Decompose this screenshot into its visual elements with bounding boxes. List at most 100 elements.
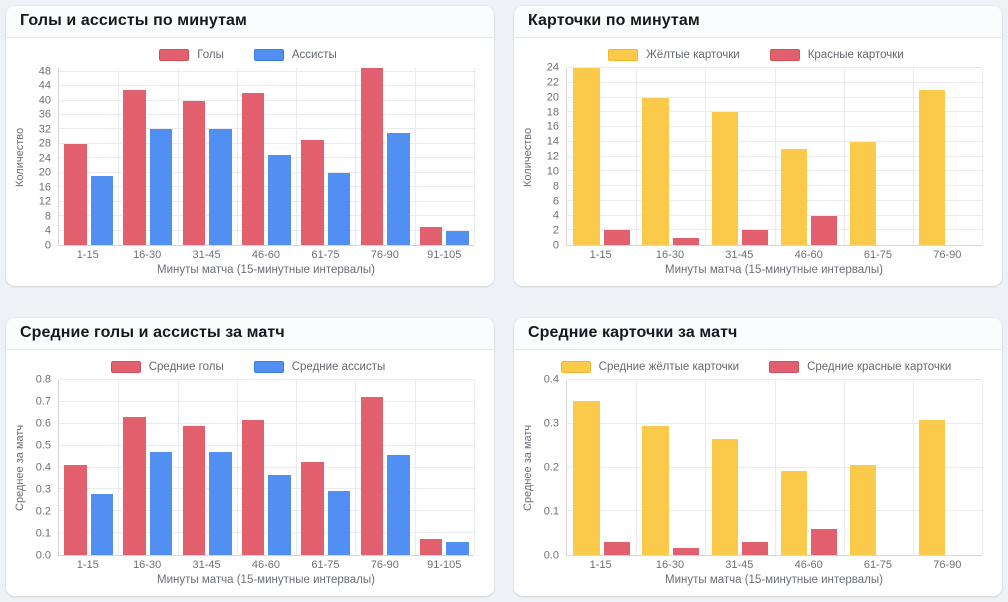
y-tick-label: 4 (44, 224, 51, 237)
bar-group (296, 380, 355, 555)
legend-item[interactable]: Ассисты (253, 49, 337, 61)
h-gridline (59, 99, 474, 101)
v-gridline (982, 380, 983, 555)
bar-group (178, 68, 237, 245)
chart-legend: Жёлтые карточки Красные карточки (520, 42, 992, 68)
v-gridline (355, 380, 357, 555)
bar-Средние жёлтые карточки (780, 471, 808, 555)
x-axis-ticks: 1-15 16-30 31-45 46-60 61-75 76-90 91-105 (58, 246, 474, 264)
bar-Средние голы (64, 464, 87, 555)
average-goals-assists-chart: Средние голы Средние ассисты Среднее за ма… (12, 354, 484, 590)
v-gridline (474, 68, 475, 245)
bar-Красные карточки (811, 215, 838, 245)
x-tick-label: 61-75 (311, 559, 340, 571)
v-gridline (177, 380, 179, 555)
plot-area (58, 68, 475, 246)
legend-label: Жёлтые карточки (646, 49, 740, 61)
x-tick-label: 1-15 (76, 559, 99, 571)
goals-assists-by-minutes-chart: Голы Ассисты Количество 0 4 8 12 16 20 24 28 32 36 40… (12, 42, 484, 280)
y-tick-label: 0.2 (35, 505, 51, 518)
y-axis-ticks: 0.0 0.1 0.2 0.3 0.4 0.5 0.6 0.7 0.8 (28, 374, 58, 561)
x-tick-label: 1-15 (589, 559, 612, 571)
x-tick-label: 31-45 (192, 559, 221, 571)
y-tick-label: 20 (546, 91, 559, 104)
bar-group (178, 380, 237, 555)
y-axis-title: Количество (522, 127, 534, 187)
legend-item[interactable]: Средние жёлтые карточки (560, 361, 739, 373)
legend-swatch-icon (159, 49, 190, 61)
legend-item[interactable]: Жёлтые карточки (608, 49, 740, 61)
x-tick-label: 76-90 (370, 559, 399, 571)
legend-item[interactable]: Средние красные карточки (769, 361, 951, 373)
h-gridline (59, 186, 474, 188)
bar-Средние жёлтые карточки (642, 426, 669, 555)
bar-group (237, 380, 296, 555)
h-gridline (59, 171, 474, 173)
h-gridline (59, 200, 474, 202)
x-tick-label: 46-60 (794, 249, 823, 261)
bar-group (355, 380, 414, 555)
y-tick-label: 0.1 (35, 527, 51, 540)
bar-group (118, 68, 177, 245)
v-gridline (236, 380, 238, 555)
v-gridline (843, 380, 845, 555)
x-tick-label: 61-75 (863, 559, 893, 571)
bar-Ассисты (209, 129, 232, 245)
bar-group (636, 68, 705, 245)
y-axis-title: Среднее за матч (14, 424, 26, 512)
bar-group (415, 68, 474, 245)
bar-Средние жёлтые карточки (573, 400, 600, 555)
x-tick-label: 76-90 (933, 559, 962, 571)
x-tick-label: 1-15 (76, 249, 99, 261)
h-gridline (59, 113, 474, 115)
bar-Жёлтые карточки (780, 149, 808, 245)
x-tick-label: 76-90 (933, 249, 962, 261)
x-tick-label: 31-45 (192, 249, 221, 261)
bar-Голы (419, 226, 443, 245)
h-gridline (59, 444, 474, 446)
average-cards-chart: Средние жёлтые карточки Средние красные к… (520, 354, 992, 590)
bar-Средние красные карточки (741, 542, 769, 555)
bar-group (567, 68, 636, 245)
bar-Средние жёлтые карточки (711, 439, 738, 555)
bar-group (913, 380, 982, 555)
h-gridline (59, 157, 474, 159)
x-tick-label: 91-105 (427, 559, 462, 571)
y-tick-label: 20 (38, 166, 51, 179)
legend-swatch-icon (769, 49, 800, 61)
h-gridline (59, 229, 474, 231)
y-tick-label: 32 (38, 123, 51, 136)
legend-item[interactable]: Средние ассисты (253, 361, 385, 373)
bar-Средние голы (241, 419, 265, 555)
y-tick-label: 0.7 (35, 395, 51, 408)
bar-Голы (241, 93, 265, 245)
x-tick-label: 16-30 (655, 559, 685, 571)
bar-Средние голы (419, 538, 443, 555)
h-gridline (59, 488, 474, 490)
bar-Средние красные карточки (811, 529, 838, 555)
bar-Ассисты (446, 230, 469, 245)
x-tick-label: 91-105 (427, 249, 462, 261)
legend-label: Средние голы (148, 361, 224, 373)
v-gridline (414, 68, 416, 245)
x-tick-label: 46-60 (251, 559, 281, 571)
legend-label: Средние красные карточки (807, 361, 952, 373)
card-header: Карточки по минутам (514, 6, 1002, 38)
x-tick-label: 61-75 (863, 249, 893, 261)
card-title: Средние голы и ассисты за матч (20, 324, 285, 341)
bar-Ассисты (327, 172, 351, 245)
bar-group (705, 68, 774, 245)
x-tick-label: 46-60 (251, 249, 281, 261)
legend-item[interactable]: Голы (159, 49, 224, 61)
card-body: Голы Ассисты Количество 0 4 8 12 16 20 24 28 32 36 40… (6, 38, 494, 286)
plot-area (58, 379, 475, 556)
y-tick-label: 10 (546, 165, 559, 178)
legend-item[interactable]: Красные карточки (769, 49, 904, 61)
v-gridline (414, 380, 416, 555)
v-gridline (296, 68, 298, 245)
legend-item[interactable]: Средние голы (110, 361, 224, 373)
legend-swatch-icon (608, 49, 639, 61)
bar-group (913, 68, 982, 245)
x-tick-label: 76-90 (370, 249, 399, 261)
y-tick-label: 18 (546, 106, 559, 118)
